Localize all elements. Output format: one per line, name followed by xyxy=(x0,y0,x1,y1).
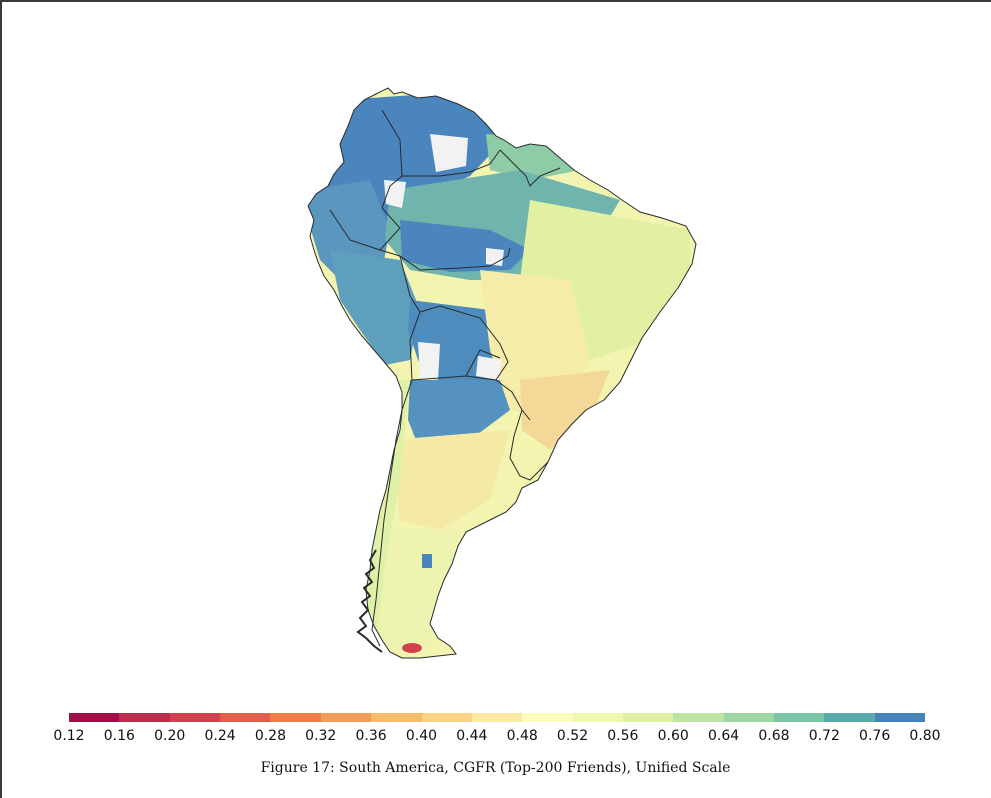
colorbar-segment xyxy=(270,713,321,722)
colorbar-segment xyxy=(119,713,170,722)
region-central-argentina xyxy=(390,430,510,530)
colorbar-tick-label: 0.40 xyxy=(405,728,438,744)
colorbar-segment xyxy=(371,713,422,722)
colorbar-segment xyxy=(471,713,523,722)
colorbar-tick-label: 0.60 xyxy=(657,728,689,744)
colorbar-tick-label: 0.16 xyxy=(103,728,135,744)
page-frame-left xyxy=(0,0,2,798)
colorbar-segment xyxy=(723,713,775,722)
page-frame-top xyxy=(0,0,991,2)
country-borders xyxy=(307,87,697,659)
colorbar-tick-label: 0.80 xyxy=(909,728,941,744)
nodata-amazon xyxy=(486,248,504,266)
region-brazil-south xyxy=(520,370,610,450)
colorbar xyxy=(69,713,926,722)
colorbar-tick-label: 0.36 xyxy=(355,728,387,744)
colorbar-segment xyxy=(673,713,724,722)
colorbar-tick-label: 0.32 xyxy=(305,728,337,744)
colorbar-tick-label: 0.44 xyxy=(456,728,488,744)
colorbar-tick-label: 0.20 xyxy=(154,728,186,744)
colorbar-tick-label: 0.48 xyxy=(506,728,538,744)
colorbar-tick-label: 0.28 xyxy=(254,728,286,744)
region-tierra-del-fuego xyxy=(402,643,422,653)
region-peru xyxy=(330,250,420,365)
colorbar-segment xyxy=(824,713,875,722)
colorbar-segment xyxy=(572,713,623,722)
south-america-choropleth-map xyxy=(307,87,697,659)
colorbar-segment xyxy=(320,713,372,722)
colorbar-segment xyxy=(169,713,221,722)
figure-caption: Figure 17: South America, CGFR (Top-200 … xyxy=(260,760,731,776)
colorbar-segment xyxy=(220,713,271,722)
colorbar-tick-label: 0.52 xyxy=(556,728,589,744)
chile-fjord-coast xyxy=(356,549,383,653)
colorbar-tick-label: 0.12 xyxy=(53,728,85,744)
nodata-paraguay xyxy=(476,356,502,380)
colorbar-tick-label: 0.68 xyxy=(758,728,790,744)
nodata-bolivia xyxy=(418,342,440,380)
colorbar-ticks: 0.12 0.16 0.20 0.24 0.28 0.32 0.36 0.40 0.44 0.48… xyxy=(53,728,940,748)
colorbar-segment xyxy=(522,713,573,722)
colorbar-segment xyxy=(774,713,825,722)
colorbar-tick-label: 0.72 xyxy=(808,728,840,744)
region-patagonia-blue-patch xyxy=(422,554,432,568)
colorbar-segment xyxy=(622,713,674,722)
nodata-venezuela xyxy=(430,134,468,172)
colorbar-segment xyxy=(421,713,472,722)
colorbar-tick-label: 0.76 xyxy=(859,728,891,744)
colorbar-tick-label: 0.56 xyxy=(607,728,639,744)
colorbar-tick-label: 0.24 xyxy=(204,728,236,744)
region-north-argentina xyxy=(408,380,510,450)
colorbar-segment xyxy=(69,713,120,722)
colorbar-tick-label: 0.64 xyxy=(707,728,740,744)
colorbar-segment xyxy=(874,713,926,722)
